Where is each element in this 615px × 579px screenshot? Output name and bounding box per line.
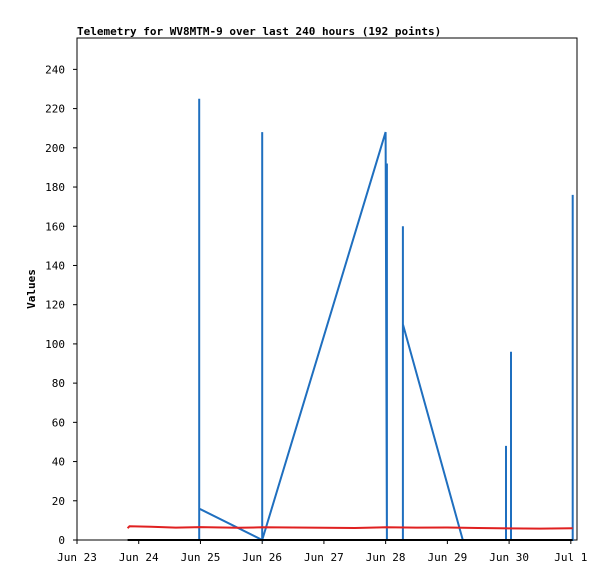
x-tick-label: Jun 29 <box>427 551 467 564</box>
y-tick-label: 60 <box>52 416 65 429</box>
y-tick-label: 0 <box>58 534 65 547</box>
series-layer <box>126 98 574 542</box>
x-tick-label: Jul 1 <box>554 551 587 564</box>
x-tick-label: Jun 23 <box>57 551 97 564</box>
x-tick-label: Jun 24 <box>119 551 159 564</box>
plot-frame <box>76 37 578 541</box>
chart-title: Telemetry for WV8MTM-9 over last 240 hou… <box>77 25 441 38</box>
x-tick-label: Jun 27 <box>304 551 344 564</box>
y-tick-label: 240 <box>45 63 65 76</box>
x-tick-label: Jun 30 <box>489 551 529 564</box>
y-tick-label: 120 <box>45 299 65 312</box>
x-tick-label: Jun 28 <box>366 551 406 564</box>
y-tick-label: 140 <box>45 259 65 272</box>
y-tick-label: 100 <box>45 338 65 351</box>
x-tick-label: Jun 25 <box>181 551 221 564</box>
y-tick-label: 180 <box>45 181 65 194</box>
y-tick-label: 20 <box>52 495 65 508</box>
y-tick-label: 200 <box>45 142 65 155</box>
series-line-0 <box>198 98 574 542</box>
x-axis: Jun 23 Jun 24 Jun 25 Jun 26 Jun 27 Jun 28 Jun … <box>57 540 587 564</box>
series-line-1 <box>126 525 573 530</box>
y-tick-label: 220 <box>45 103 65 116</box>
y-tick-label: 40 <box>52 456 65 469</box>
y-tick-label: 80 <box>52 377 65 390</box>
y-axis-label: Values <box>25 269 38 309</box>
y-axis: 0 20 40 60 80 100 120 140 160 180 200 220 240 <box>45 63 77 547</box>
y-tick-label: 160 <box>45 220 65 233</box>
x-tick-label: Jun 26 <box>242 551 282 564</box>
